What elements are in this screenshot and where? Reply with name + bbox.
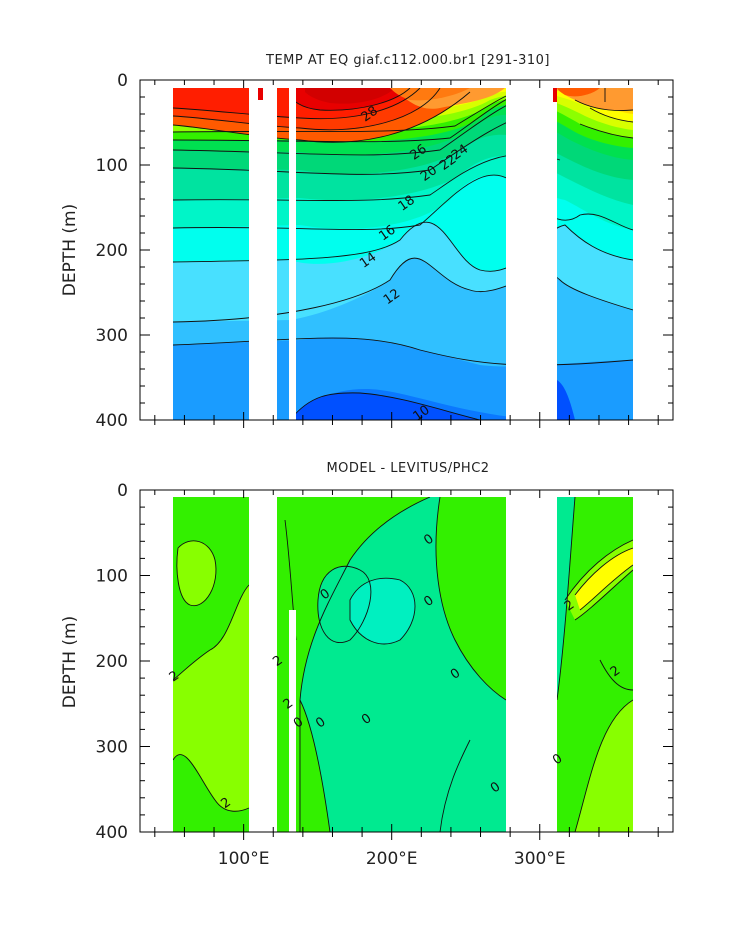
bottom-land-gap [249, 497, 277, 832]
top-surface-marker [553, 88, 557, 102]
bottom-band-atl-yellow [575, 548, 633, 610]
bottom-contour [349, 577, 416, 645]
bottom-contour [439, 739, 471, 832]
bottom-contour [574, 569, 633, 621]
top-ytick-label: 300 [96, 326, 128, 346]
bottom-xtick-label: 300°E [514, 849, 566, 869]
bottom-land-gap [289, 610, 296, 832]
top-ytick-label: 400 [96, 411, 128, 431]
top-panel: TEMP AT EQ giaf.c112.000.br1 [291-310] [60, 53, 674, 431]
bottom-contour-lines [173, 497, 633, 832]
top-contour [173, 257, 633, 323]
bottom-ytick-label: 100 [96, 567, 128, 587]
bottom-band-pacific-green-strip [300, 700, 330, 832]
bottom-panel: MODEL - LEVITUS/PHC2 [60, 461, 674, 869]
top-no-data-left [140, 82, 173, 420]
bottom-band-pacific-deep [350, 578, 415, 644]
bottom-contour [564, 539, 633, 601]
bottom-contour [299, 699, 331, 832]
top-land-gap [249, 88, 277, 420]
top-contour [173, 174, 633, 231]
bottom-band-west-lightpatch [176, 540, 216, 606]
top-land-gaps [140, 80, 673, 420]
bottom-land-gap [506, 497, 557, 832]
bottom-band-west-green2 [173, 754, 249, 832]
top-band-east-warm2 [390, 88, 470, 101]
bottom-contour [574, 699, 633, 832]
bottom-contour [176, 540, 217, 607]
bottom-field [173, 497, 633, 832]
bottom-ytick-label: 200 [96, 652, 128, 672]
top-band-deep-patch2 [557, 380, 575, 420]
top-contour [289, 392, 481, 420]
bottom-xtick-label: 200°E [366, 849, 418, 869]
top-field [173, 88, 633, 420]
bottom-ticks: 0 100 200 300 400 100°E 200°E 300°E [96, 481, 673, 869]
bottom-band-atl-light [575, 700, 633, 832]
top-no-data-right [633, 82, 673, 420]
bottom-contour [435, 497, 507, 701]
top-band-atl-warm2 [557, 88, 600, 97]
bottom-contour [173, 584, 250, 681]
top-title: TEMP AT EQ giaf.c112.000.br1 [291-310] [265, 53, 550, 68]
top-land-gap [289, 88, 296, 420]
top-band-deep-patch [290, 392, 480, 420]
bottom-ytick-label: 300 [96, 738, 128, 758]
bottom-contour [556, 497, 576, 701]
top-contour [173, 91, 471, 143]
top-contour [574, 99, 633, 111]
bottom-band-east-green [435, 497, 506, 700]
top-band-warm-e [305, 88, 395, 104]
bottom-contour [299, 497, 431, 832]
top-ytick-label: 0 [117, 71, 128, 91]
top-contour [579, 123, 633, 139]
bottom-ytick-label: 0 [117, 481, 128, 501]
top-ytick-label: 100 [96, 156, 128, 176]
top-contour [173, 88, 421, 120]
bottom-contour [574, 547, 633, 596]
bottom-ytick-label: 400 [96, 823, 128, 843]
top-contour [589, 107, 633, 123]
top-ticks: 0 100 200 300 400 [96, 71, 673, 431]
bottom-xtick-label: 100°E [218, 849, 270, 869]
top-ytick-label: 200 [96, 241, 128, 261]
bottom-no-data-surface [140, 490, 673, 497]
bottom-ylabel: DEPTH (m) [60, 616, 80, 708]
bottom-contour [599, 659, 633, 691]
bottom-contour [173, 754, 250, 812]
bottom-contour [317, 565, 372, 643]
top-contour [173, 221, 633, 272]
top-contour [173, 88, 441, 131]
top-ylabel: DEPTH (m) [60, 204, 80, 296]
top-no-data-surface [140, 80, 673, 88]
bottom-title: MODEL - LEVITUS/PHC2 [326, 461, 489, 476]
bottom-contour [579, 564, 633, 611]
top-surface-marker [258, 88, 263, 100]
top-land-gap [506, 88, 557, 420]
